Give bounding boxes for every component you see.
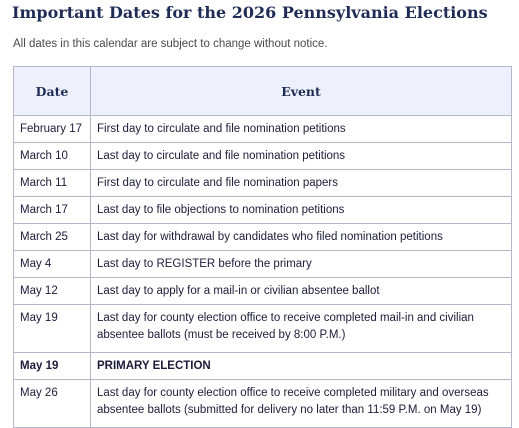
row-event: PRIMARY ELECTION — [90, 352, 512, 380]
election-dates-table: Date Event February 17 First day to circ… — [13, 66, 512, 428]
header-date: Date — [13, 66, 91, 116]
table-header-row: Date Event — [13, 66, 512, 116]
table-row: March 11 First day to circulate and file… — [13, 169, 512, 197]
header-event: Event — [90, 66, 512, 116]
row-date: March 10 — [13, 142, 91, 170]
table-row: March 17 Last day to file objections to … — [13, 196, 512, 224]
row-date: March 25 — [13, 223, 91, 251]
row-event: First day to circulate and file nominati… — [90, 169, 512, 197]
row-date: February 17 — [13, 115, 91, 143]
table-row: March 25 Last day for withdrawal by cand… — [13, 223, 512, 251]
row-date: March 17 — [13, 196, 91, 224]
table-row: May 19 Last day for county election offi… — [13, 304, 512, 353]
row-event: Last day for county election office to r… — [90, 304, 512, 353]
row-event: Last day to file objections to nominatio… — [90, 196, 512, 224]
table-row: May 12 Last day to apply for a mail-in o… — [13, 277, 512, 305]
row-date: May 12 — [13, 277, 91, 305]
row-event: Last day to REGISTER before the primary — [90, 250, 512, 278]
table-row-primary-election: May 19 PRIMARY ELECTION — [13, 352, 512, 380]
table-row: May 4 Last day to REGISTER before the pr… — [13, 250, 512, 278]
table-row: May 26 Last day for county election offi… — [13, 379, 512, 428]
row-date: May 4 — [13, 250, 91, 278]
row-date: May 26 — [13, 379, 91, 428]
row-event: Last day to circulate and file nominatio… — [90, 142, 512, 170]
row-date: May 19 — [13, 352, 91, 380]
row-date: May 19 — [13, 304, 91, 353]
table-row: February 17 First day to circulate and f… — [13, 115, 512, 143]
row-date: March 11 — [13, 169, 91, 197]
page-title: Important Dates for the 2026 Pennsylvani… — [12, 3, 488, 22]
row-event: Last day for county election office to r… — [90, 379, 512, 428]
table-row: March 10 Last day to circulate and file … — [13, 142, 512, 170]
page-subtitle: All dates in this calendar are subject t… — [13, 38, 328, 50]
row-event: Last day for withdrawal by candidates wh… — [90, 223, 512, 251]
row-event: Last day to apply for a mail-in or civil… — [90, 277, 512, 305]
row-event: First day to circulate and file nominati… — [90, 115, 512, 143]
